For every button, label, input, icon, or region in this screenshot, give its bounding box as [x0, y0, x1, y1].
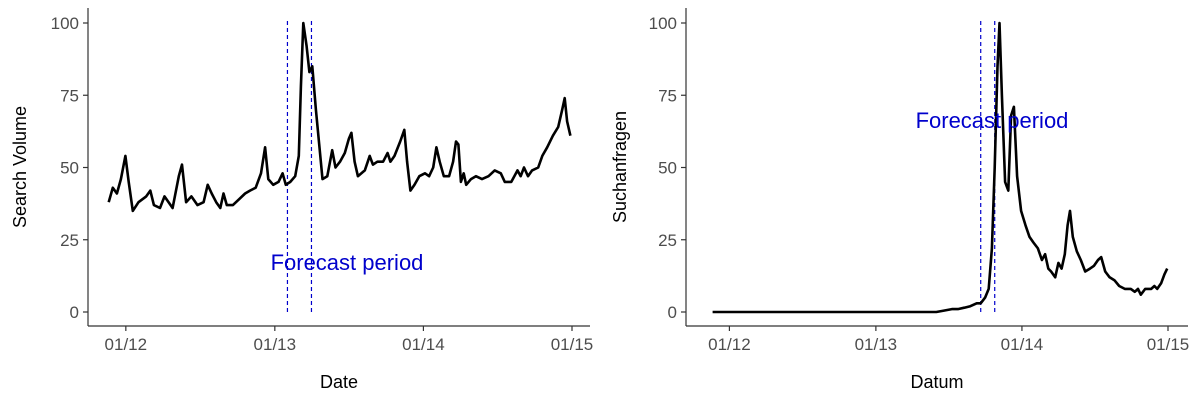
- x-tick-label: 01/14: [402, 335, 445, 354]
- y-tick-label: 25: [658, 231, 677, 250]
- y-tick-label: 0: [70, 303, 79, 322]
- y-axis-title: Search Volume: [10, 106, 30, 228]
- x-tick-label: 01/12: [708, 335, 751, 354]
- x-tick-label: 01/15: [1147, 335, 1190, 354]
- forecast-period-label: Forecast period: [916, 108, 1069, 133]
- y-tick-label: 50: [60, 159, 79, 178]
- x-tick-label: 01/12: [105, 335, 148, 354]
- y-tick-label: 100: [51, 14, 79, 33]
- x-tick-label: 01/13: [254, 335, 297, 354]
- y-tick-label: 100: [649, 14, 677, 33]
- y-tick-label: 75: [60, 86, 79, 105]
- x-tick-label: 01/15: [551, 335, 594, 354]
- series-line: [107, 21, 572, 213]
- x-tick-label: 01/14: [1001, 335, 1044, 354]
- y-tick-label: 75: [658, 86, 677, 105]
- x-tick-label: 01/13: [855, 335, 898, 354]
- forecast-period-label: Forecast period: [271, 250, 424, 275]
- chart-panel-left: 0 25 50 75 100 01/12 01/13 01/14 01/15 Date Search…: [10, 8, 593, 392]
- x-axis-title: Datum: [910, 372, 963, 392]
- x-axis-title: Date: [320, 372, 358, 392]
- y-tick-label: 0: [668, 303, 677, 322]
- series-line: [712, 21, 1169, 314]
- y-tick-label: 50: [658, 159, 677, 178]
- y-tick-label: 25: [60, 231, 79, 250]
- y-axis-title: Suchanfragen: [610, 111, 630, 223]
- chart-panel-right: 0 25 50 75 100 01/12 01/13 01/14 01/15 Datum Sucha…: [610, 8, 1189, 392]
